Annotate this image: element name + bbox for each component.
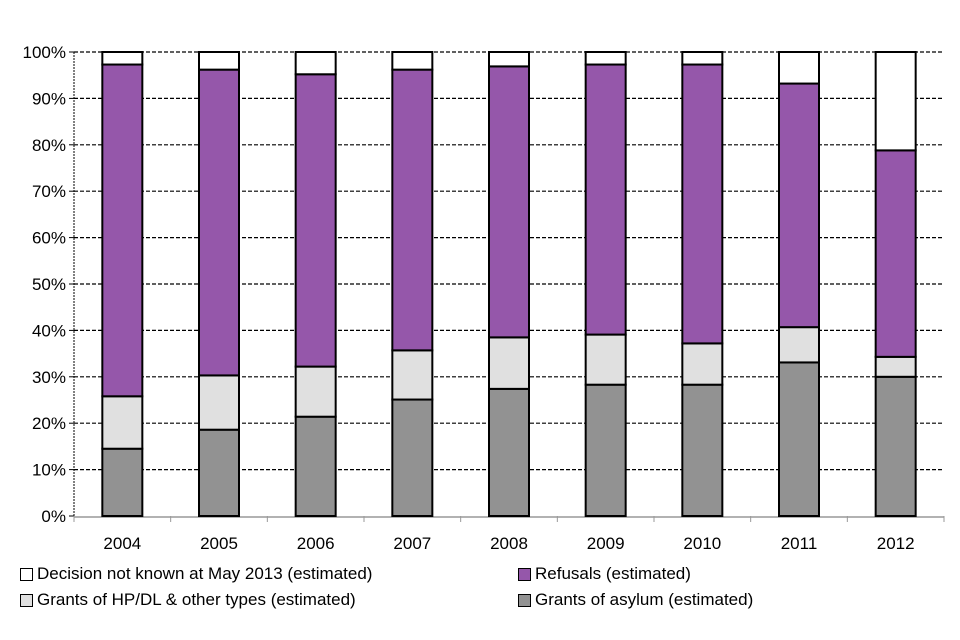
bar-segment-2005-3 xyxy=(198,51,240,71)
legend-label: Grants of asylum (estimated) xyxy=(535,590,754,609)
y-tick-label: 20% xyxy=(32,414,66,433)
bar-segment-2009-1 xyxy=(584,333,627,386)
bar-segment-2011-1 xyxy=(778,326,820,364)
bar-segment-2005-1 xyxy=(198,374,240,431)
legend-swatch-refusals xyxy=(518,567,531,581)
bar-segment-2007-0 xyxy=(391,398,434,518)
bar-segment-2012-2 xyxy=(874,149,917,358)
bar-segment-2011-2 xyxy=(778,82,820,329)
legend-item-asylum: Grants of asylum (estimated) xyxy=(518,590,753,610)
bar-segment-2012-3 xyxy=(874,51,917,152)
bar-segment-2004-1 xyxy=(101,395,144,450)
legend-swatch-unknown xyxy=(20,567,33,581)
x-tick-label: 2008 xyxy=(490,534,528,553)
bar-segment-2008-0 xyxy=(488,387,530,518)
legend-label: Refusals (estimated) xyxy=(535,564,691,583)
bar-segment-2006-2 xyxy=(294,73,337,368)
legend-label: Decision not known at May 2013 (estimate… xyxy=(37,564,373,583)
legend-item-hp-dl: Grants of HP/DL & other types (estimated… xyxy=(20,590,356,610)
y-tick-label: 10% xyxy=(32,461,66,480)
y-tick-label: 70% xyxy=(32,182,66,201)
x-tick-label: 2010 xyxy=(683,534,721,553)
legend-swatch-hp-dl xyxy=(20,593,33,607)
bar-segment-2010-0 xyxy=(681,383,724,517)
bar-segment-2008-3 xyxy=(488,51,530,68)
bar-segment-2007-3 xyxy=(391,51,434,71)
bar-segment-2009-2 xyxy=(584,63,627,336)
bar-segment-2009-0 xyxy=(584,383,627,517)
legend-label: Grants of HP/DL & other types (estimated… xyxy=(37,590,356,609)
bar-segment-2008-1 xyxy=(488,336,530,390)
x-tick-label: 2009 xyxy=(587,534,625,553)
y-tick-label: 30% xyxy=(32,368,66,387)
legend-swatch-asylum xyxy=(518,593,531,607)
bar-segment-2006-0 xyxy=(294,415,337,518)
bar-segment-2004-3 xyxy=(101,51,144,66)
bar-segment-2007-2 xyxy=(391,68,434,352)
y-tick-label: 50% xyxy=(32,275,66,294)
y-tick-label: 60% xyxy=(32,229,66,248)
bar-segment-2010-2 xyxy=(681,63,724,345)
bar-segment-2009-3 xyxy=(584,51,627,66)
bar-segment-2005-0 xyxy=(198,428,240,518)
bar-segment-2004-2 xyxy=(101,63,144,398)
bar-segment-2012-1 xyxy=(874,355,917,378)
legend-item-unknown: Decision not known at May 2013 (estimate… xyxy=(20,564,372,584)
x-tick-label: 2012 xyxy=(877,534,915,553)
bar-segment-2007-1 xyxy=(391,349,434,401)
legend-item-refusals: Refusals (estimated) xyxy=(518,564,691,584)
bar-segment-2011-3 xyxy=(778,51,820,85)
bar-segment-2011-0 xyxy=(778,361,820,517)
bar-segment-2008-2 xyxy=(488,65,530,339)
x-tick-label: 2005 xyxy=(200,534,238,553)
bar-segment-2004-0 xyxy=(101,447,144,517)
x-tick-label: 2011 xyxy=(781,534,818,553)
y-tick-label: 80% xyxy=(32,136,66,155)
bar-segment-2006-3 xyxy=(294,51,337,76)
bar-segment-2005-2 xyxy=(198,68,240,377)
x-tick-label: 2006 xyxy=(297,534,335,553)
bar-segment-2012-0 xyxy=(874,375,917,517)
bar-segment-2006-1 xyxy=(294,365,337,418)
bar-segment-2010-3 xyxy=(681,51,724,66)
y-tick-label: 40% xyxy=(32,321,66,340)
y-tick-label: 90% xyxy=(32,89,66,108)
y-tick-label: 0% xyxy=(41,507,66,526)
bar-segment-2010-1 xyxy=(681,342,724,386)
x-tick-label: 2007 xyxy=(393,534,431,553)
x-tick-label: 2004 xyxy=(103,534,141,553)
y-tick-label: 100% xyxy=(23,43,66,62)
